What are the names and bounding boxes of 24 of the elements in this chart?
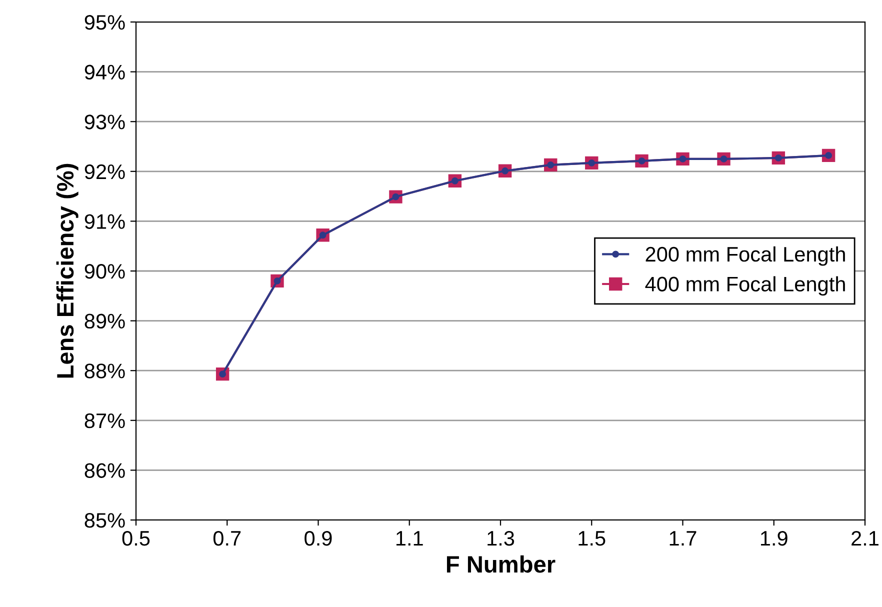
y-tick-label: 92% bbox=[84, 164, 125, 180]
x-tick-label: 0.9 bbox=[304, 530, 332, 546]
y-tick-label: 85% bbox=[84, 513, 125, 528]
x-tick-label: 2.1 bbox=[852, 530, 878, 546]
y-tick-label: 87% bbox=[84, 413, 125, 428]
x-tick-label: 1.5 bbox=[578, 531, 606, 546]
x-tick-label: 0.5 bbox=[122, 530, 150, 546]
y-tick-label: 89% bbox=[84, 314, 125, 329]
y-tick-label: 91% bbox=[84, 214, 125, 229]
x-tick-label: 1.3 bbox=[488, 530, 514, 546]
x-axis-title: F Number bbox=[446, 555, 556, 573]
y-tick-label: 93% bbox=[84, 114, 125, 130]
x-tick-label: 1.7 bbox=[670, 531, 696, 546]
y-tick-label: 86% bbox=[84, 463, 125, 478]
x-tick-label: 1.9 bbox=[760, 530, 788, 546]
x-tick-label: 0.7 bbox=[213, 530, 241, 546]
y-tick-label: 90% bbox=[84, 264, 125, 279]
legend-label: 400 mm Focal Length bbox=[645, 276, 845, 296]
y-tick-label: 88% bbox=[84, 364, 125, 378]
legend-label: 200 mm Focal Length bbox=[646, 246, 845, 266]
y-tick-label: 95% bbox=[84, 15, 125, 30]
y-axis-title: Lens Efficiency (%) bbox=[56, 164, 78, 378]
x-tick-label: 1.1 bbox=[396, 531, 423, 546]
y-tick-label: 94% bbox=[84, 64, 125, 80]
